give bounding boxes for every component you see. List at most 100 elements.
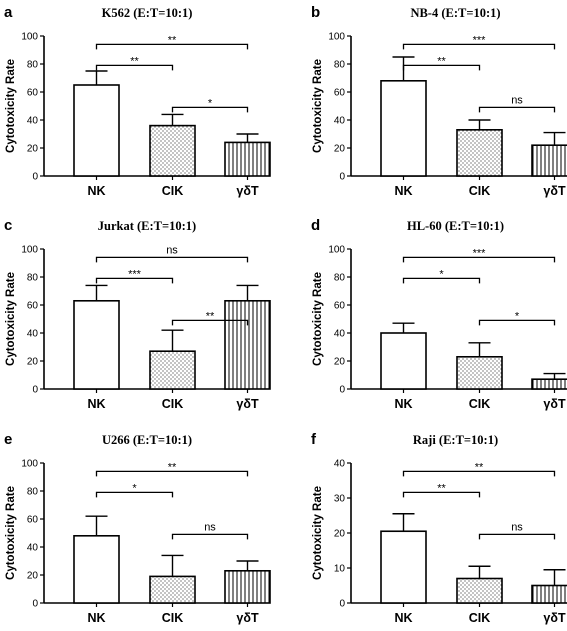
significance-label: ** [206,310,215,322]
significance-bracket: *** [95,268,174,284]
bar-nk [380,332,427,390]
bar-nk [73,299,120,390]
y-tick-label: 80 [27,60,39,71]
y-tick-label: 0 [32,599,38,610]
x-category-label: CIK [469,184,491,198]
significance-bracket: ** [95,55,174,71]
significance-bracket: ns [95,244,249,263]
bar-nk [73,534,120,604]
y-tick-label: 40 [334,459,346,470]
bracket-line [95,491,174,498]
y-tick-label: 20 [334,529,346,540]
x-category-label: γδT [236,184,259,198]
significance-bracket: * [95,482,174,498]
significance-bracket: ** [171,310,249,326]
bracket-line [402,277,481,284]
y-tick-label: 100 [21,32,38,43]
y-tick-label: 80 [334,273,346,284]
y-axis-label: Cytotoxicity Rate [5,486,17,580]
bar-nk [380,530,427,604]
bracket-line [95,256,249,263]
y-tick-label: 20 [27,144,39,155]
y-axis-label: Cytotoxicity Rate [312,59,324,153]
y-tick-label: 100 [21,459,38,470]
y-axis-label: Cytotoxicity Rate [5,59,17,153]
significance-label: * [208,97,213,109]
bracket-line [171,319,249,326]
chart-title: HL-60 (E:T=10:1) [407,219,504,233]
bracket-line [402,256,556,263]
significance-bracket: ** [402,461,556,477]
y-tick-label: 20 [334,357,346,368]
y-tick-label: 80 [334,60,346,71]
x-category-label: NK [87,397,105,411]
x-category-label: CIK [469,611,491,625]
panel-letter: c [4,217,12,234]
significance-label: ns [511,521,523,533]
significance-label: ** [437,482,446,494]
y-tick-label: 0 [32,385,38,396]
significance-bracket: *** [402,247,556,263]
bar-cik [149,575,196,604]
y-tick-label: 30 [334,494,346,505]
bracket-line [95,277,174,284]
bar-gdt [224,299,271,390]
x-category-label: NK [394,611,412,625]
y-tick-label: 20 [27,571,39,582]
bracket-line [478,533,556,540]
significance-label: *** [473,247,487,259]
significance-bracket: * [478,310,556,326]
bar-cik [149,124,196,177]
chart-title: NB-4 (E:T=10:1) [410,6,500,20]
significance-bracket: ** [402,55,481,71]
y-tick-label: 0 [339,599,345,610]
bar-cik [149,350,196,390]
significance-label: * [439,268,444,280]
y-tick-label: 100 [328,32,345,43]
significance-label: ns [511,94,523,106]
y-tick-label: 10 [334,564,346,575]
significance-bracket: ns [478,94,556,113]
significance-label: ns [166,244,178,256]
chart-panel-a: a K562 (E:T=10:1) Cytotoxicity Rate 0 20 40 60… [4,4,271,198]
significance-bracket: ** [95,461,249,477]
bar-gdt [224,141,271,177]
bar-gdt [531,584,567,604]
chart-title: K562 (E:T=10:1) [102,6,193,20]
chart-panel-f: f Raji (E:T=10:1) Cytotoxicity Rate 0 10 20 30… [311,431,567,625]
y-tick-label: 40 [27,329,39,340]
significance-label: * [132,482,137,494]
bar-cik [456,129,503,177]
significance-bracket: ns [171,521,249,540]
significance-label: ns [204,521,216,533]
panel-letter: a [4,4,13,21]
significance-label: * [515,310,520,322]
chart-title: Jurkat (E:T=10:1) [98,219,196,233]
bar-gdt [224,569,271,604]
significance-bracket: *** [402,34,556,50]
y-tick-label: 80 [27,273,39,284]
panel-letter: f [311,431,317,448]
x-category-label: NK [394,397,412,411]
y-tick-label: 60 [334,88,346,99]
chart-panel-d: d HL-60 (E:T=10:1) Cytotoxicity Rate 0 20 40 6… [311,217,567,411]
bar-nk [380,80,427,177]
chart-panel-b: b NB-4 (E:T=10:1) Cytotoxicity Rate 0 20 40 60… [311,4,567,198]
y-axis-label: Cytotoxicity Rate [5,272,17,366]
bracket-line [95,43,249,50]
bar-nk [73,84,120,177]
x-category-label: γδT [236,611,259,625]
significance-bracket: ** [402,482,481,498]
y-tick-label: 20 [334,144,346,155]
y-tick-label: 60 [27,515,39,526]
significance-bracket: ** [95,34,249,50]
y-tick-label: 60 [27,301,39,312]
bar-cik [456,355,503,390]
y-axis-label: Cytotoxicity Rate [312,272,324,366]
bracket-line [402,64,481,71]
bracket-line [95,64,174,71]
significance-label: ** [130,55,139,67]
bracket-line [402,43,556,50]
bracket-line [95,470,249,477]
y-tick-label: 60 [27,88,39,99]
